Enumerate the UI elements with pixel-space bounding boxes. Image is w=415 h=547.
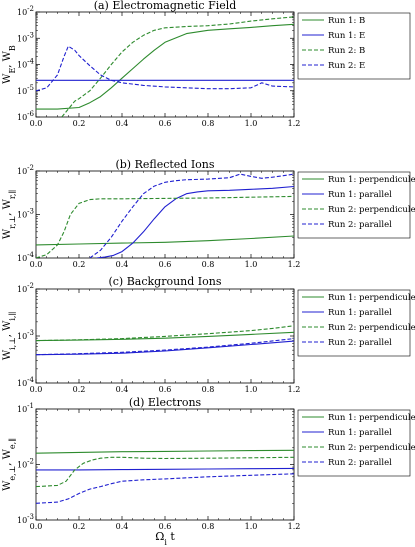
legend-label: Run 2: E — [328, 61, 365, 71]
y-tick-label: 10-2 — [17, 282, 34, 294]
legend: Run 1: perpendiculer Run 1: parallel Run 2… — [297, 409, 415, 477]
series-line-run-2-b — [61, 16, 294, 117]
y-tick-label: 10-1 — [17, 402, 34, 414]
y-axis-label: WE, WB — [2, 45, 17, 84]
x-tick-label: 0.0 — [30, 260, 43, 269]
legend-label: Run 2: perpendiculer — [328, 205, 415, 215]
x-tick-label: 0.6 — [159, 119, 172, 128]
panel-title: (d) Electrons — [129, 396, 202, 409]
panel-2: (b) Reflected Ions 0.0 0.2 0.4 0.6 0.8 1.0 1.2 1… — [2, 158, 415, 269]
panel-4: (d) Electrons 0.0 0.2 0.4 0.6 0.8 1.0 1.2 10-3 10… — [2, 396, 415, 531]
panel-title: (b) Reflected Ions — [115, 158, 214, 171]
plot-frame — [35, 408, 295, 521]
panel-3: (c) Background Ions 0.0 0.2 0.4 0.6 0.8 1.0 1.2… — [2, 275, 415, 394]
legend-label: Run 2: perpendiculer — [328, 443, 415, 453]
legend-label: Run 1: B — [328, 16, 365, 26]
x-tick-label: 0.4 — [116, 522, 129, 531]
panel-title: (c) Background Ions — [108, 275, 221, 288]
x-tick-label: 0.4 — [116, 385, 129, 394]
plot-frame — [35, 170, 295, 259]
svg-text:Wi,⊥, Wi,∥: Wi,⊥, Wi,∥ — [2, 312, 17, 360]
series-line-run-1-perpendiculer — [36, 449, 294, 454]
y-tick-label: 10-6 — [17, 110, 35, 122]
x-tick-label: 0.2 — [73, 522, 86, 531]
y-tick-label: 10-2 — [17, 5, 34, 17]
x-tick-label: 0.8 — [202, 522, 215, 531]
y-tick-label: 10-3 — [17, 208, 34, 220]
x-tick-label: 0.2 — [73, 260, 86, 269]
x-tick-label: 0.2 — [73, 385, 86, 394]
svg-text:We,⊥, We,∥: We,⊥, We,∥ — [2, 438, 17, 491]
x-tick-label: 1.2 — [288, 119, 301, 128]
series-line-run-2-perpendiculer — [36, 195, 294, 258]
y-tick-label: 10-2 — [17, 458, 34, 470]
y-tick-label: 10-4 — [17, 251, 35, 263]
legend: Run 1: B Run 1: E Run 2: B Run 2: E — [297, 12, 411, 80]
x-tick-label: 0.0 — [30, 119, 43, 128]
y-axis-label: We,⊥, We,∥ — [2, 438, 17, 491]
series-line-run-2-e — [36, 45, 294, 92]
legend-label: Run 1: parallel — [328, 428, 392, 438]
svg-text:WE, WB: WE, WB — [2, 45, 17, 84]
x-tick-label: 1.0 — [245, 260, 258, 269]
y-tick-label: 10-3 — [17, 31, 34, 43]
x-tick-label: 0.8 — [202, 260, 215, 269]
legend-label: Run 1: parallel — [328, 190, 392, 200]
series-line-run-1-b — [36, 23, 294, 110]
y-tick-label: 10-4 — [17, 58, 35, 70]
legend-label: Run 1: perpendiculer — [328, 413, 415, 423]
series-line-run-1-parallel — [96, 185, 294, 258]
panel-title: (a) Electromagnetic Field — [94, 0, 237, 12]
x-tick-label: 0.6 — [159, 260, 172, 269]
legend-label: Run 2: parallel — [328, 220, 392, 230]
x-tick-label: 1.0 — [245, 119, 258, 128]
legend-label: Run 1: parallel — [328, 308, 392, 318]
x-tick-label: 0.6 — [159, 385, 172, 394]
svg-text:Wr,⊥, Wr,∥: Wr,⊥, Wr,∥ — [2, 190, 17, 239]
x-tick-label: 1.0 — [245, 522, 258, 531]
x-tick-label: 0.0 — [30, 385, 43, 394]
x-tick-label: 0.6 — [159, 522, 172, 531]
x-tick-label: 1.0 — [245, 385, 258, 394]
x-tick-label: 1.2 — [288, 260, 301, 269]
legend-label: Run 1: perpendiculer — [328, 175, 415, 185]
x-tick-label: 0.8 — [202, 385, 215, 394]
x-tick-label: 0.2 — [73, 119, 86, 128]
y-tick-label: 10-3 — [17, 329, 34, 341]
legend-label: Run 2: perpendiculer — [328, 323, 415, 333]
legend-label: Run 2: parallel — [328, 338, 392, 348]
x-tick-label: 0.8 — [202, 119, 215, 128]
y-axis-label: Wr,⊥, Wr,∥ — [2, 190, 17, 239]
legend-label: Run 1: perpendiculer — [328, 293, 415, 303]
x-tick-label: 1.2 — [288, 385, 301, 394]
x-axis-label: Ωi t — [155, 530, 175, 547]
x-tick-label: 0.4 — [116, 119, 129, 128]
legend: Run 1: perpendiculer Run 1: parallel Run 2… — [297, 289, 415, 357]
legend-label: Run 2: parallel — [328, 458, 392, 468]
x-tick-label: 0.0 — [30, 522, 43, 531]
y-tick-label: 10-5 — [17, 84, 34, 96]
legend-label: Run 2: B — [328, 46, 365, 56]
series-line-run-1-parallel — [36, 467, 294, 471]
legend: Run 1: perpendiculer Run 1: parallel Run 2… — [297, 171, 415, 239]
series-line-run-2-perpendiculer — [36, 456, 294, 488]
series-line-run-2-perpendiculer — [36, 325, 294, 342]
y-axis-label: Wi,⊥, Wi,∥ — [2, 312, 17, 360]
series-line-run-2-parallel — [36, 473, 294, 504]
x-tick-label: 1.2 — [288, 522, 301, 531]
series-line-run-1-perpendiculer — [36, 235, 294, 246]
y-tick-label: 10-3 — [17, 513, 34, 525]
panel-1: (a) Electromagnetic Field 0.0 0.2 0.4 0.6 0.8… — [2, 0, 411, 128]
x-tick-label: 0.4 — [116, 260, 129, 269]
y-tick-label: 10-2 — [17, 164, 34, 176]
y-tick-label: 10-4 — [17, 376, 35, 388]
series-line-run-2-parallel — [89, 173, 294, 258]
legend-label: Run 1: E — [328, 31, 365, 41]
series-line-run-2-parallel — [36, 338, 294, 356]
